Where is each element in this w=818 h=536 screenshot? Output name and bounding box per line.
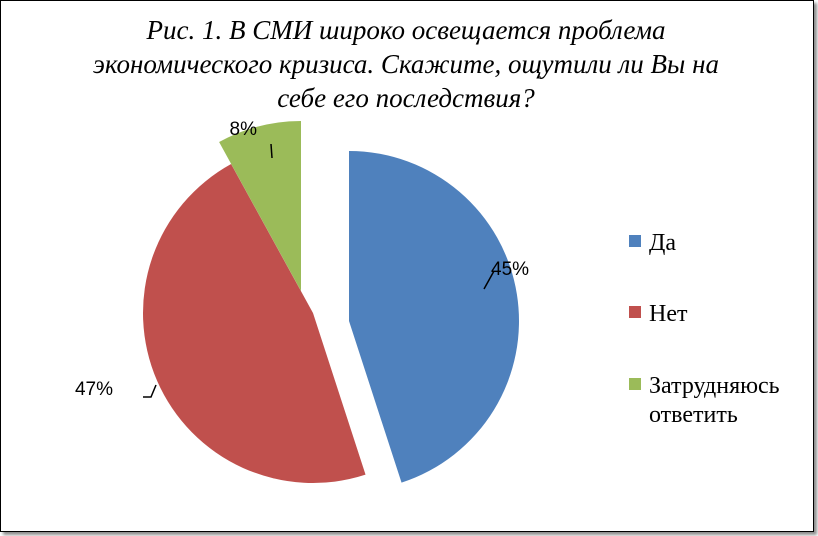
data-labels: 45% 47% 8% [75, 119, 529, 400]
leader-line-2 [143, 384, 157, 398]
legend-label-3-line-2: ответить [649, 402, 738, 428]
pie-slices [142, 121, 520, 483]
leader-line-3 [270, 143, 273, 159]
pie-slice-2 [142, 164, 366, 483]
legend-swatch-2 [629, 306, 641, 318]
legend-label-1: Да [649, 230, 676, 256]
data-label-3: 8% [230, 119, 258, 140]
pie-slice-1 [349, 151, 520, 483]
data-label-2: 47% [75, 379, 113, 400]
pie-slice-3 [219, 121, 301, 291]
legend-label-2: Нет [649, 301, 688, 327]
legend: Да Нет Затрудняюсь ответить [629, 230, 780, 428]
chart-title: Рис. 1. В СМИ широко освещается проблема… [93, 15, 719, 113]
data-label-1: 45% [491, 259, 529, 280]
leader-line-1 [483, 270, 495, 290]
legend-swatch-3 [629, 378, 641, 390]
legend-label-3-line-1: Затрудняюсь [649, 373, 780, 399]
chart-title-line-2: экономического кризиса. Скажите, ощутили… [93, 49, 719, 79]
legend-swatch-1 [629, 235, 641, 247]
chart-title-line-1: Рис. 1. В СМИ широко освещается проблема [146, 15, 666, 45]
chart-title-line-3: себе его последствия? [277, 83, 535, 113]
